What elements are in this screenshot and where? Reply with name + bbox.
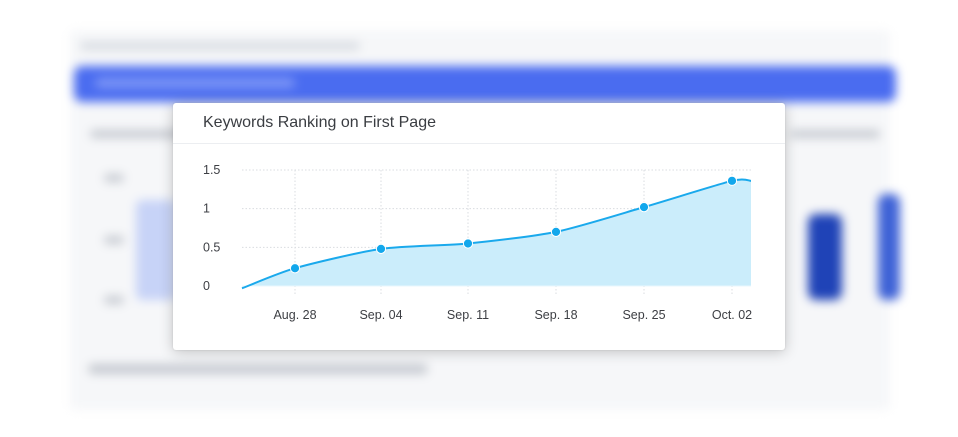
x-tick-label: Aug. 28 [273, 308, 316, 322]
data-point [289, 263, 301, 274]
x-tick-label: Sep. 11 [447, 308, 489, 322]
backdrop-bar [136, 200, 176, 300]
y-tick-label: 1 [203, 202, 210, 216]
backdrop-breadcrumb [80, 42, 360, 50]
y-tick-label: 0.5 [203, 240, 220, 254]
backdrop-header-text [95, 78, 295, 88]
series-line [241, 178, 752, 290]
x-tick-label: Oct. 02 [712, 308, 752, 322]
backdrop-line [790, 130, 880, 138]
y-tick-label: 1.5 [203, 163, 220, 177]
data-point [550, 226, 562, 237]
area-fill [242, 179, 751, 289]
backdrop-footer-text [88, 364, 428, 374]
keywords-ranking-card: Keywords Ranking on First Page 0 0.5 1 1.5 A… [173, 103, 785, 350]
data-point [726, 175, 738, 186]
x-tick-label: Sep. 18 [534, 308, 577, 322]
data-point [375, 243, 387, 254]
backdrop-bar [808, 214, 842, 300]
backdrop-line [104, 296, 124, 304]
x-tick-label: Sep. 04 [359, 308, 402, 322]
x-tick-label: Sep. 25 [622, 308, 665, 322]
card-header: Keywords Ranking on First Page [173, 103, 785, 144]
data-point [638, 202, 650, 213]
backdrop-bar [878, 194, 900, 300]
backdrop-line [90, 130, 210, 138]
data-point [462, 238, 474, 249]
y-tick-label: 0 [203, 279, 210, 293]
backdrop-line [104, 174, 124, 182]
card-title: Keywords Ranking on First Page [203, 114, 436, 131]
area-chart: 0 0.5 1 1.5 Aug. 28 Sep. 04 Sep. 11 Sep. 18 Sep.… [203, 163, 752, 322]
backdrop-line [104, 236, 124, 244]
